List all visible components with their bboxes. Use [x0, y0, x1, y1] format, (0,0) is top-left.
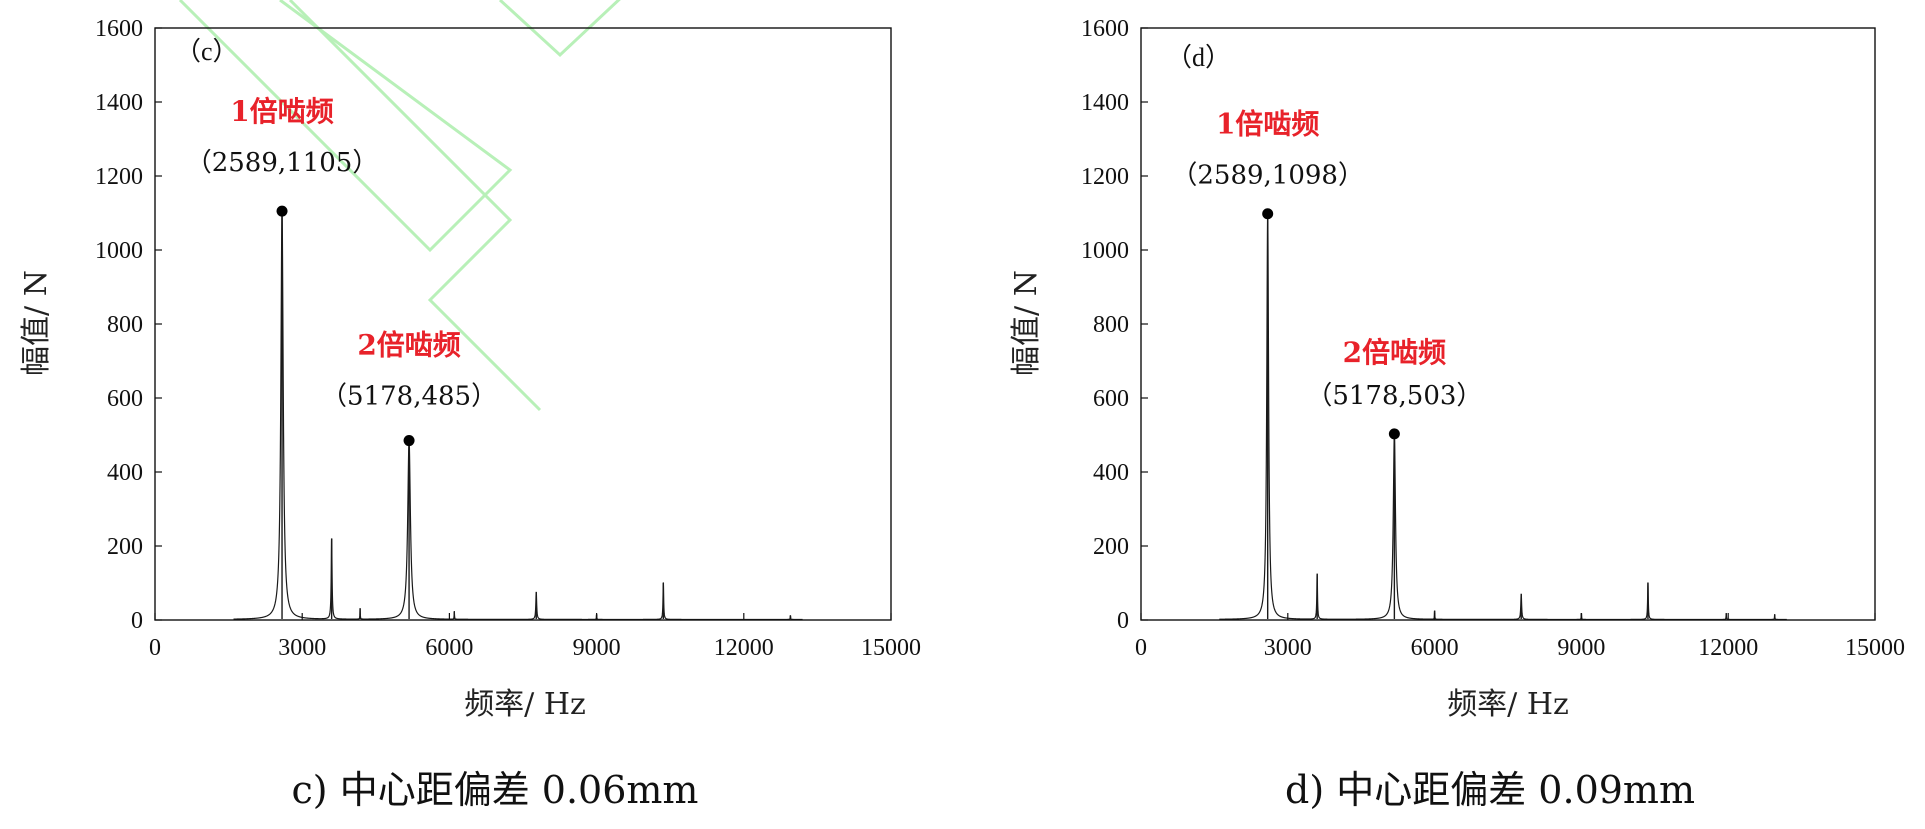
- peak-marker-dot: [1262, 208, 1274, 220]
- spectrum-series: [1219, 213, 1787, 621]
- y-tick-label: 600: [107, 386, 143, 412]
- x-tick-label: 0: [149, 635, 161, 661]
- chart-panel-d: d) 中心距偏差 0.09mm 频率/ Hz 幅值/ N 0 3000 6000 90…: [1009, 16, 1905, 812]
- y-axis-title-d: 幅值/ N: [1009, 270, 1044, 376]
- caption-c: c) 中心距偏差 0.06mm: [292, 768, 699, 812]
- x-tick-label: 12000: [1698, 635, 1758, 661]
- x-tick-label: 6000: [425, 635, 473, 661]
- x-axis-title-d: 频率/ Hz: [1447, 687, 1569, 722]
- peak-coordinate-label: （5178,503）: [1306, 381, 1482, 411]
- x-tick-label: 3000: [278, 635, 326, 661]
- peak-title-label: 2倍啮频: [357, 329, 460, 362]
- caption-d: d) 中心距偏差 0.09mm: [1285, 768, 1695, 812]
- x-tick-label: 6000: [1411, 635, 1459, 661]
- watermark-pattern: [178, 0, 621, 412]
- plot-area-c: 0 3000 6000 9000 12000 15000 0 200 400 600 800 1000…: [95, 16, 921, 661]
- panel-label: （c）: [175, 37, 239, 66]
- y-tick-label: 1400: [1081, 90, 1129, 116]
- y-tick-label: 400: [1093, 460, 1129, 486]
- y-tick-label: 1600: [1081, 16, 1129, 42]
- y-tick-label: 800: [107, 312, 143, 338]
- peak-coordinate-label: （2589,1105）: [186, 148, 379, 178]
- spectrum-series: [233, 211, 803, 621]
- peak-coordinate-label: （5178,485）: [321, 382, 497, 412]
- peak-marker-dot: [276, 205, 288, 217]
- x-tick-label: 9000: [1557, 635, 1605, 661]
- peak-coordinate-label: （2589,1098）: [1171, 161, 1364, 191]
- y-tick-label: 1600: [95, 16, 143, 42]
- peak-title-label: 1倍啮频: [1216, 108, 1319, 141]
- peak-title-label: 2倍啮频: [1343, 336, 1446, 369]
- y-tick-label: 1000: [95, 238, 143, 264]
- x-tick-label: 15000: [1845, 635, 1905, 661]
- y-tick-label: 200: [107, 534, 143, 560]
- y-tick-label: 0: [1117, 608, 1129, 634]
- chart-panel-c: c) 中心距偏差 0.06mm 频率/ Hz 幅值/ N 0 3000 6000 90…: [19, 16, 921, 812]
- x-tick-label: 9000: [573, 635, 621, 661]
- y-tick-label: 600: [1093, 386, 1129, 412]
- y-tick-label: 400: [107, 460, 143, 486]
- x-tick-label: 15000: [861, 635, 921, 661]
- x-tick-label: 0: [1135, 635, 1147, 661]
- y-tick-label: 1200: [95, 164, 143, 190]
- y-tick-label: 1200: [1081, 164, 1129, 190]
- y-tick-label: 1000: [1081, 238, 1129, 264]
- plot-area-d: 0 3000 6000 9000 12000 15000 0 200 400 600 800 1000…: [1081, 16, 1905, 661]
- peak-marker-dot: [403, 435, 415, 447]
- y-tick-label: 1400: [95, 90, 143, 116]
- y-tick-label: 800: [1093, 312, 1129, 338]
- y-axis-title-c: 幅值/ N: [19, 270, 54, 376]
- x-tick-label: 12000: [714, 635, 774, 661]
- peak-title-label: 1倍啮频: [230, 95, 333, 128]
- peak-marker-dot: [1388, 428, 1400, 440]
- y-tick-label: 0: [131, 608, 143, 634]
- x-tick-label: 3000: [1264, 635, 1312, 661]
- y-tick-label: 200: [1093, 534, 1129, 560]
- panel-label: （d）: [1166, 43, 1231, 72]
- x-axis-title-c: 频率/ Hz: [464, 687, 586, 722]
